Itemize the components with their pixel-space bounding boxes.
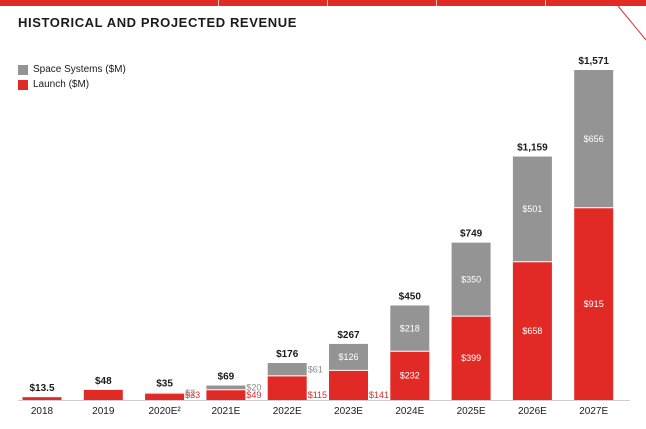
x-tick-label-3: 2021E — [211, 406, 240, 417]
bar-launch-8 — [512, 261, 552, 400]
bar-launch-0 — [22, 397, 62, 400]
x-tick-label-4: 2022E — [273, 406, 302, 417]
total-label-4: $176 — [276, 349, 299, 360]
data-label-launch-3: $49 — [246, 390, 261, 400]
bar-launch-4 — [267, 375, 307, 400]
x-tick-label-6: 2024E — [395, 406, 424, 417]
x-tick-label-8: 2026E — [518, 406, 547, 417]
data-label-launch-9: $915 — [584, 299, 604, 309]
bar-launch-5 — [329, 370, 368, 400]
data-label-space-systems-9: $656 — [584, 134, 604, 144]
bar-space-systems-9 — [574, 70, 614, 208]
bar-launch-1 — [83, 389, 123, 400]
bar-launch-9 — [574, 207, 614, 400]
data-label-space-systems-3: $20 — [246, 383, 261, 393]
data-label-launch-4: $115 — [308, 390, 327, 400]
bar-space-systems-8 — [512, 156, 552, 262]
x-tick-label-0: 2018 — [31, 406, 54, 417]
data-label-space-systems-5: $126 — [338, 352, 358, 362]
top-accent-strip — [0, 0, 646, 6]
total-label-1: $48 — [95, 376, 112, 387]
data-label-launch-8: $658 — [522, 326, 542, 336]
data-label-launch-7: $399 — [461, 353, 481, 363]
bar-space-systems-7 — [451, 242, 491, 317]
legend-label-launch: Launch ($M) — [33, 79, 90, 90]
data-label-space-systems-2: $2 — [185, 388, 195, 398]
total-label-6: $450 — [399, 291, 422, 302]
legend-item-launch: Launch ($M) — [18, 77, 126, 92]
bar-launch-7 — [451, 316, 491, 400]
x-tick-label-1: 2019 — [92, 406, 115, 417]
chart-title: HISTORICAL AND PROJECTED REVENUE — [18, 15, 297, 30]
corner-decoration — [617, 5, 646, 41]
data-label-launch-5: $141 — [369, 390, 389, 400]
total-label-5: $267 — [337, 330, 360, 341]
total-label-2: $35 — [156, 379, 173, 390]
data-label-launch-2: $33 — [185, 390, 200, 400]
legend-swatch-launch — [18, 79, 28, 90]
bar-launch-6 — [390, 351, 430, 400]
data-label-space-systems-6: $218 — [400, 323, 420, 333]
x-tick-label-9: 2027E — [579, 406, 608, 417]
chart-legend: Space Systems ($M) Launch ($M) — [18, 62, 126, 92]
bar-space-systems-6 — [390, 305, 430, 352]
legend-item-space-systems: Space Systems ($M) — [18, 62, 126, 77]
bar-launch-3 — [206, 389, 246, 400]
bar-space-systems-4 — [267, 363, 307, 376]
bar-space-systems-5 — [329, 343, 368, 371]
total-label-0: $13.5 — [29, 383, 54, 394]
x-tick-label-7: 2025E — [457, 406, 486, 417]
data-label-space-systems-7: $350 — [461, 274, 481, 284]
data-label-space-systems-4: $61 — [308, 364, 323, 374]
legend-label-space-systems: Space Systems ($M) — [33, 64, 126, 75]
x-tick-label-5: 2023E — [334, 406, 363, 417]
data-label-space-systems-8: $501 — [522, 204, 542, 214]
bar-space-systems-3 — [206, 385, 246, 390]
legend-swatch-space-systems — [18, 64, 28, 75]
total-label-7: $749 — [460, 229, 483, 240]
total-label-8: $1,159 — [517, 143, 548, 154]
x-tick-label-2: 2020E² — [148, 406, 181, 417]
data-label-launch-6: $232 — [400, 371, 420, 381]
total-label-3: $69 — [218, 372, 235, 383]
bar-launch-2 — [145, 393, 185, 400]
total-label-9: $1,571 — [578, 56, 609, 67]
